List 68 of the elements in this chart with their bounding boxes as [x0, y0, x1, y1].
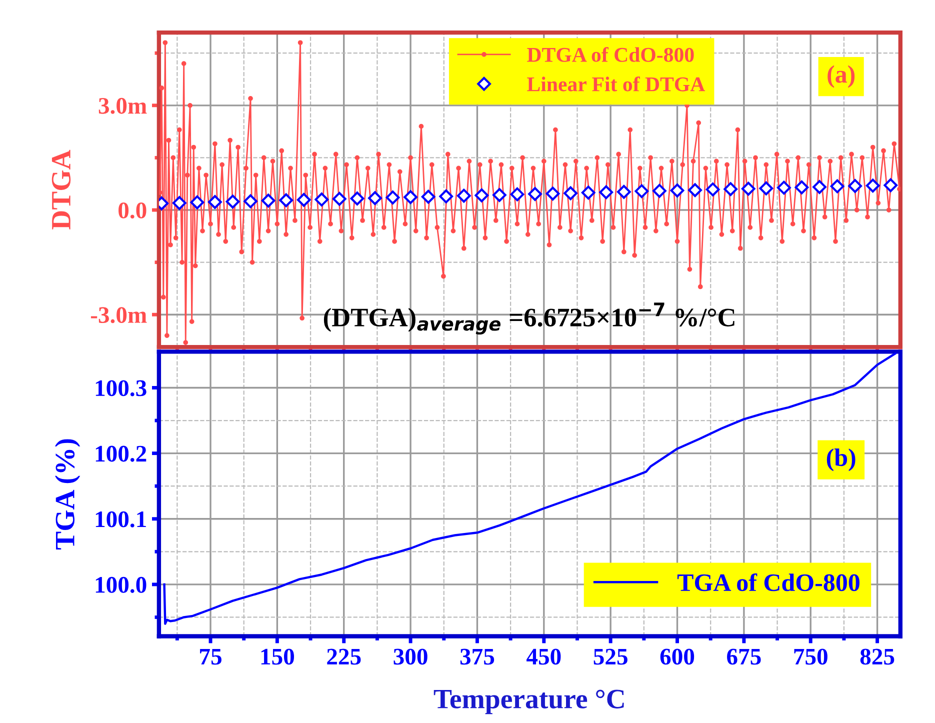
legend-label: Linear Fit of DTGA [527, 76, 706, 92]
point [741, 182, 756, 196]
x-tick-label: 300 [394, 648, 428, 665]
point [510, 187, 524, 202]
point [564, 186, 578, 200]
y-tick-label: 100.2 [96, 446, 146, 462]
point [634, 184, 649, 198]
point [652, 184, 666, 198]
x-tick-label: 450 [526, 648, 561, 665]
y-axis-title: DTGA [52, 150, 71, 230]
point [456, 188, 471, 203]
point [777, 180, 791, 195]
point [830, 179, 844, 194]
y-tick-label: -3.0m [90, 307, 147, 324]
point [616, 184, 631, 199]
point [581, 186, 596, 200]
point [492, 188, 506, 202]
x-tick-label: 750 [794, 648, 828, 665]
x-axis-title: Temperature °C [434, 690, 624, 714]
annotation: (b) [826, 448, 856, 472]
point [172, 196, 186, 210]
point [404, 190, 418, 204]
x-tick-label: 825 [860, 648, 894, 665]
x-tick-label: 150 [261, 648, 294, 665]
x-tick-label: 525 [594, 648, 628, 665]
point [528, 187, 542, 201]
x-tick-label: 225 [327, 648, 361, 665]
point [244, 194, 258, 208]
point [474, 188, 489, 202]
point [261, 194, 276, 208]
point [599, 185, 614, 200]
point [332, 192, 346, 206]
point [296, 192, 311, 207]
y-tick-label: 0.0 [118, 202, 146, 219]
legend-label: DTGA of CdO-800 [527, 47, 694, 62]
point [546, 186, 560, 201]
y-tick-label: 100.0 [96, 576, 146, 593]
annotation: (a) [828, 65, 855, 88]
x-tick-label: 75 [200, 648, 222, 665]
point [439, 189, 454, 204]
point [812, 180, 826, 194]
point [759, 181, 774, 196]
point [670, 184, 684, 198]
point [688, 183, 702, 198]
point [226, 194, 240, 209]
point [866, 178, 880, 193]
point [279, 193, 294, 208]
point [794, 180, 809, 194]
point [884, 178, 898, 192]
point [368, 191, 382, 206]
y-tick-label: 100.3 [96, 380, 146, 396]
legend-label: TGA of CdO-800 [677, 573, 860, 592]
y-tick-label: 3.0m [98, 98, 147, 114]
y-tick-label: 100.1 [96, 511, 146, 528]
y-axis-title: TGA (%) [54, 439, 80, 550]
annotation: (DTGA)$_{average}$ =6.6725×10$^{−7}$ %/°C [324, 302, 734, 335]
point [724, 182, 738, 196]
x-tick-label: 675 [727, 648, 761, 665]
point [350, 192, 364, 206]
point [848, 179, 862, 193]
point [190, 195, 204, 210]
point [706, 182, 720, 196]
point [386, 190, 400, 204]
point [314, 192, 329, 206]
point [208, 195, 222, 209]
point [421, 190, 436, 204]
x-tick-label: 600 [660, 648, 694, 665]
x-tick-label: 375 [460, 648, 494, 665]
